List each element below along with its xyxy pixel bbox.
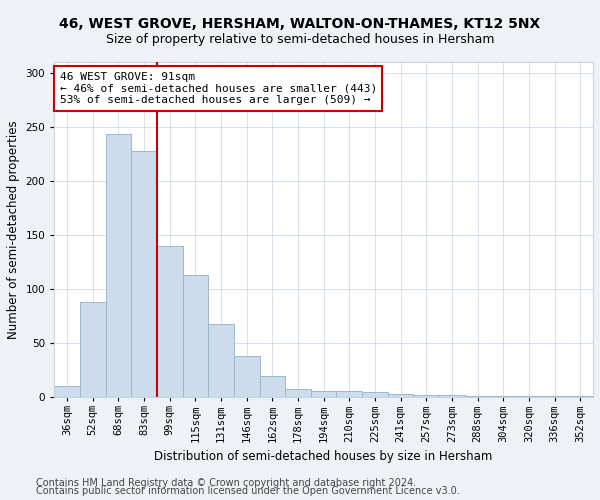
Bar — [54, 386, 80, 398]
Bar — [362, 392, 388, 398]
Bar — [413, 395, 439, 398]
Y-axis label: Number of semi-detached properties: Number of semi-detached properties — [7, 120, 20, 339]
Bar — [568, 396, 593, 398]
Text: Contains public sector information licensed under the Open Government Licence v3: Contains public sector information licen… — [36, 486, 460, 496]
Bar — [516, 396, 542, 398]
Bar — [311, 391, 337, 398]
Bar — [208, 324, 234, 398]
Bar — [285, 388, 311, 398]
Bar — [439, 395, 465, 398]
Bar — [260, 376, 285, 398]
Bar — [80, 302, 106, 398]
Bar — [490, 396, 516, 398]
Bar — [337, 391, 362, 398]
Bar — [388, 394, 413, 398]
Bar — [106, 134, 131, 398]
Text: 46, WEST GROVE, HERSHAM, WALTON-ON-THAMES, KT12 5NX: 46, WEST GROVE, HERSHAM, WALTON-ON-THAME… — [59, 18, 541, 32]
Bar — [131, 150, 157, 398]
Text: 46 WEST GROVE: 91sqm
← 46% of semi-detached houses are smaller (443)
53% of semi: 46 WEST GROVE: 91sqm ← 46% of semi-detac… — [59, 72, 377, 105]
Bar — [157, 246, 182, 398]
Text: Size of property relative to semi-detached houses in Hersham: Size of property relative to semi-detach… — [106, 32, 494, 46]
Bar — [182, 275, 208, 398]
Bar — [465, 396, 490, 398]
Text: Contains HM Land Registry data © Crown copyright and database right 2024.: Contains HM Land Registry data © Crown c… — [36, 478, 416, 488]
X-axis label: Distribution of semi-detached houses by size in Hersham: Distribution of semi-detached houses by … — [154, 450, 493, 463]
Bar — [542, 396, 568, 398]
Bar — [234, 356, 260, 398]
